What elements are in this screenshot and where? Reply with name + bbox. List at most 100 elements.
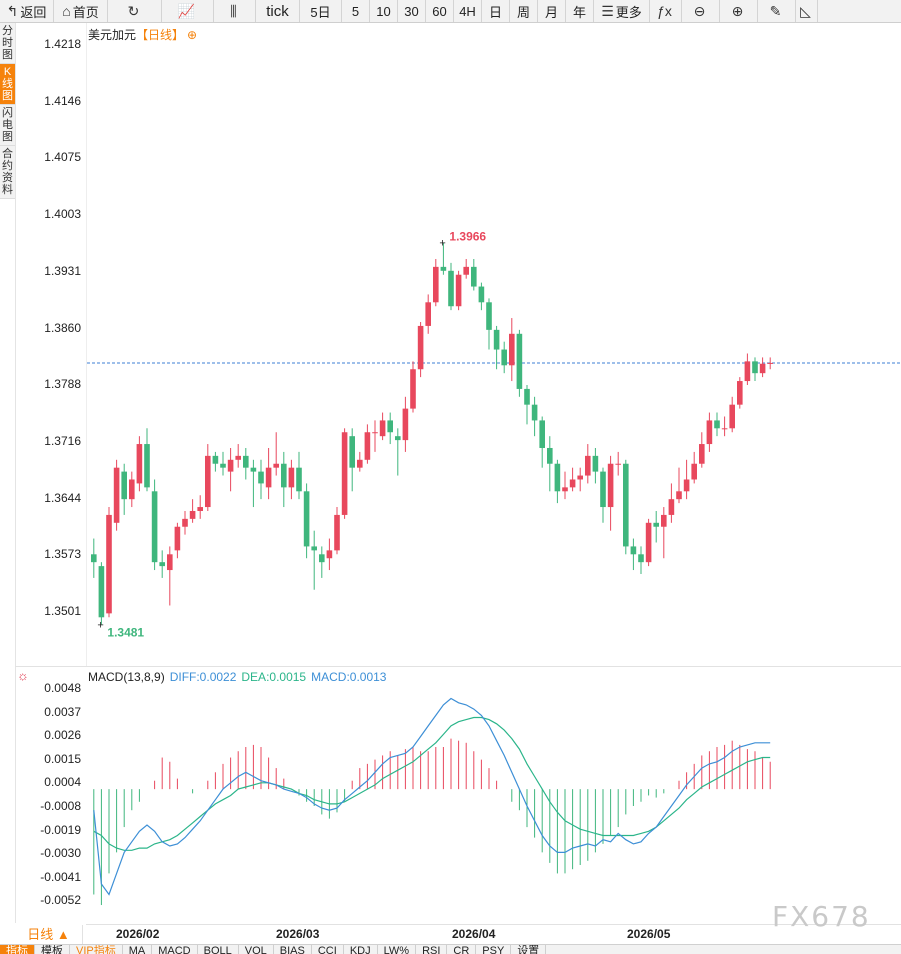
candle[interactable] (364, 424, 371, 464)
candle[interactable] (486, 298, 492, 350)
candle[interactable] (539, 416, 545, 468)
period-5day[interactable]: 5日 (300, 0, 342, 22)
tab-flash[interactable]: 闪电图 (0, 105, 15, 146)
candle[interactable] (478, 282, 485, 311)
candle[interactable] (433, 258, 439, 307)
candle[interactable] (227, 447, 234, 492)
candle[interactable] (121, 463, 127, 515)
candle[interactable] (395, 428, 401, 476)
candle[interactable] (455, 270, 462, 311)
candle[interactable] (463, 258, 469, 279)
candle[interactable] (676, 467, 682, 504)
indicator-tab[interactable]: PSY (476, 945, 512, 954)
candle[interactable] (205, 444, 211, 511)
candle[interactable] (417, 321, 424, 378)
candle[interactable] (258, 459, 264, 500)
tab-contract[interactable]: 合约资料 (0, 146, 15, 199)
candle[interactable] (113, 459, 120, 531)
indicator-tab[interactable]: 指标 (0, 945, 35, 954)
indicator-tab[interactable]: VIP指标 (70, 945, 123, 954)
candle[interactable] (699, 432, 705, 468)
candle[interactable] (136, 436, 143, 492)
candle[interactable] (311, 530, 317, 590)
candle[interactable] (737, 377, 743, 409)
candle[interactable] (167, 546, 173, 606)
candle[interactable] (683, 459, 690, 500)
kline-style-button[interactable]: ⫼ (214, 0, 256, 22)
drawline-button[interactable]: ◺ (796, 0, 818, 22)
formula-button[interactable]: ƒx (650, 0, 682, 22)
candle[interactable] (714, 412, 720, 437)
candle[interactable] (159, 550, 165, 578)
tab-kline[interactable]: K线图 (0, 64, 15, 105)
candle[interactable] (341, 428, 348, 519)
candle[interactable] (744, 353, 751, 385)
candle[interactable] (349, 428, 355, 492)
candle[interactable] (357, 451, 363, 472)
period-4h[interactable]: 4H (454, 0, 482, 22)
candle[interactable] (372, 420, 378, 452)
period-60[interactable]: 60 (426, 0, 454, 22)
indicator-tab[interactable]: MA (123, 945, 153, 954)
indicator-tab[interactable]: BOLL (198, 945, 239, 954)
period-10[interactable]: 10 (370, 0, 398, 22)
candle[interactable] (379, 412, 386, 441)
candle[interactable] (296, 451, 302, 500)
back-button[interactable]: ↰ 返回 (0, 0, 54, 22)
candle[interactable] (547, 436, 553, 492)
period-year[interactable]: 年 (566, 0, 594, 22)
candle[interactable] (592, 447, 599, 484)
candle[interactable] (615, 451, 621, 476)
candle[interactable] (410, 361, 416, 413)
period-week[interactable]: 周 (510, 0, 538, 22)
period-select-button[interactable]: 日线 ▲ (15, 925, 83, 944)
candle[interactable] (288, 459, 295, 500)
candle[interactable] (721, 416, 728, 437)
candle[interactable] (516, 329, 523, 397)
candle[interactable] (645, 518, 652, 567)
indicator-tab[interactable]: MACD (152, 945, 198, 954)
home-button[interactable]: ⌂ 首页 (54, 0, 108, 22)
candle[interactable] (448, 262, 454, 311)
candle[interactable] (303, 483, 310, 559)
candle[interactable] (577, 467, 583, 492)
candle[interactable] (334, 507, 340, 555)
candle[interactable] (326, 538, 333, 571)
draw-button[interactable]: ✎ (758, 0, 796, 22)
candle[interactable] (174, 522, 181, 559)
indicator-tab[interactable]: BIAS (274, 945, 312, 954)
candle[interactable] (623, 459, 629, 555)
candle[interactable] (98, 562, 105, 625)
indicator-tab[interactable]: CCI (312, 945, 344, 954)
candle[interactable] (189, 499, 196, 523)
candle[interactable] (653, 510, 659, 543)
candle[interactable] (91, 538, 97, 578)
indicator-button[interactable]: 📈 (162, 0, 214, 22)
candle[interactable] (767, 357, 773, 370)
add-compare-icon[interactable]: ⊕ (187, 28, 198, 42)
candle[interactable] (562, 471, 568, 500)
candle[interactable] (729, 396, 735, 433)
candle[interactable] (600, 467, 606, 523)
zoom-out-button[interactable]: ⊖ (682, 0, 720, 22)
period-month[interactable]: 月 (538, 0, 566, 22)
indicator-tab[interactable]: KDJ (344, 945, 378, 954)
candle[interactable] (265, 447, 272, 500)
indicator-tab[interactable]: RSI (416, 945, 448, 954)
candle[interactable] (691, 451, 697, 484)
period-day[interactable]: 日 (482, 0, 510, 22)
settings-sun-icon[interactable]: ☼ (17, 668, 29, 683)
refresh-button[interactable]: ↻ (108, 0, 162, 22)
candle[interactable] (585, 444, 591, 484)
candle[interactable] (273, 432, 279, 476)
indicator-tab[interactable]: VOL (239, 945, 274, 954)
candle[interactable] (197, 495, 203, 519)
candle[interactable] (144, 428, 150, 492)
candle[interactable] (759, 357, 766, 378)
indicator-tab[interactable]: 模板 (35, 945, 70, 954)
candle[interactable] (319, 546, 325, 578)
candle[interactable] (387, 412, 393, 445)
candle[interactable] (440, 242, 447, 275)
candle[interactable] (661, 507, 667, 559)
